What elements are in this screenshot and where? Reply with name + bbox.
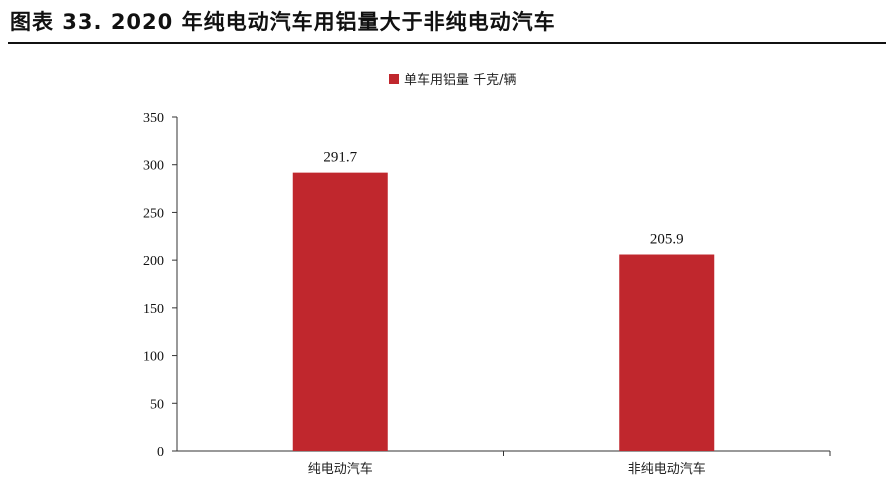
legend-label: 单车用铝量 千克/辆 xyxy=(404,72,517,88)
y-tick-label: 250 xyxy=(143,206,164,221)
chart-legend: 单车用铝量 千克/辆 xyxy=(389,72,517,88)
chart-axes: 0 50 100 150 200 250 300 350 xyxy=(143,111,831,460)
bar xyxy=(619,254,715,451)
figure-title: 图表 33. 2020 年纯电动汽车用铝量大于非纯电动汽车 xyxy=(10,10,556,34)
chart-labels: 291.7 纯电动汽车 205.9 非纯电动汽车 xyxy=(308,150,706,477)
y-tick-label: 350 xyxy=(143,111,164,126)
y-tick-label: 200 xyxy=(143,254,164,269)
bar xyxy=(292,172,388,451)
category-label: 纯电动汽车 xyxy=(308,461,373,477)
chart-bars xyxy=(292,172,715,451)
y-tick-label: 0 xyxy=(157,445,164,460)
y-tick-label: 300 xyxy=(143,159,164,174)
data-label: 205.9 xyxy=(650,232,684,248)
category-label: 非纯电动汽车 xyxy=(628,461,706,477)
data-label: 291.7 xyxy=(323,150,357,166)
title-divider xyxy=(8,42,886,44)
legend-swatch xyxy=(389,74,399,84)
y-tick-label: 50 xyxy=(150,397,164,412)
y-tick-label: 100 xyxy=(143,350,164,365)
y-tick-label: 150 xyxy=(143,302,164,317)
